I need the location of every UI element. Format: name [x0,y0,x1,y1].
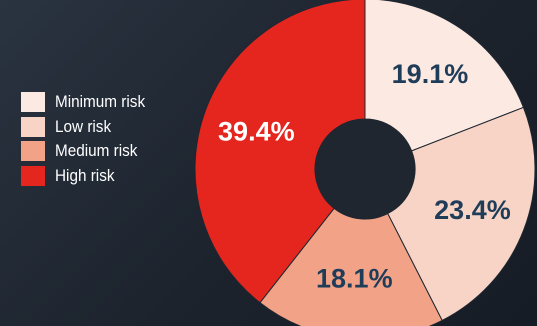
donut-hole [315,119,415,219]
slice-label-medium-risk: 18.1% [316,263,393,293]
legend-swatch-high-risk [21,165,45,186]
legend-item-low-risk: Low risk [21,115,191,139]
legend-swatch-minimum-risk [21,92,45,112]
legend-item-high-risk: High risk [21,164,191,188]
legend-item-minimum-risk: Minimum risk [21,90,191,114]
legend-swatch-medium-risk [21,141,45,161]
donut-slice-minimum-risk [364,0,525,152]
slice-label-low-risk: 23.4% [434,195,511,225]
legend-item-medium-risk: Medium risk [21,139,191,163]
chart-legend: Minimum risk Low risk Medium risk High r… [21,90,191,188]
legend-label-minimum-risk: Minimum risk [55,92,146,111]
slice-label-minimum-risk: 19.1% [392,59,469,89]
legend-label-medium-risk: Medium risk [55,141,138,160]
legend-label-high-risk: High risk [55,165,115,185]
slice-label-high-risk: 39.4% [218,116,295,146]
legend-swatch-low-risk [21,116,45,137]
legend-label-low-risk: Low risk [55,116,112,136]
